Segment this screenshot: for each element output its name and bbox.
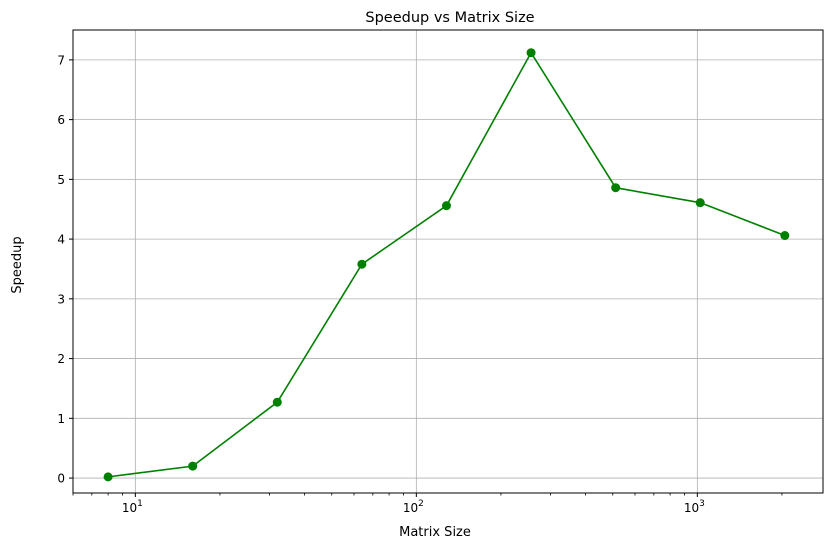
data-point [441, 201, 451, 211]
data-point [526, 48, 536, 58]
data-point [357, 259, 367, 269]
y-tick-label: 6 [57, 113, 65, 127]
data-point [188, 461, 198, 471]
y-tick-label: 0 [57, 472, 65, 486]
data-point [780, 231, 790, 241]
y-tick-label: 2 [57, 352, 65, 366]
axis-ticks: 0 1 2 3 4 5 6 7 101 102 103 [57, 53, 783, 515]
data-point [611, 183, 621, 193]
grid [73, 30, 823, 493]
x-tick-label: 102 [403, 499, 424, 515]
data-point [272, 397, 282, 407]
x-axis-label: Matrix Size [399, 525, 471, 540]
y-tick-label: 5 [57, 173, 65, 187]
data-point [695, 198, 705, 208]
data-layer [103, 48, 790, 482]
x-tick-label: 101 [122, 499, 143, 515]
y-tick-label: 3 [57, 292, 65, 306]
y-tick-label: 4 [57, 233, 65, 247]
chart-title: Speedup vs Matrix Size [365, 10, 534, 26]
x-tick-label: 103 [684, 499, 705, 515]
plot-frame [72, 29, 824, 494]
data-point [103, 472, 113, 482]
y-tick-label: 7 [57, 53, 65, 67]
y-tick-label: 1 [57, 412, 65, 426]
y-axis-label: Speedup [10, 236, 25, 293]
